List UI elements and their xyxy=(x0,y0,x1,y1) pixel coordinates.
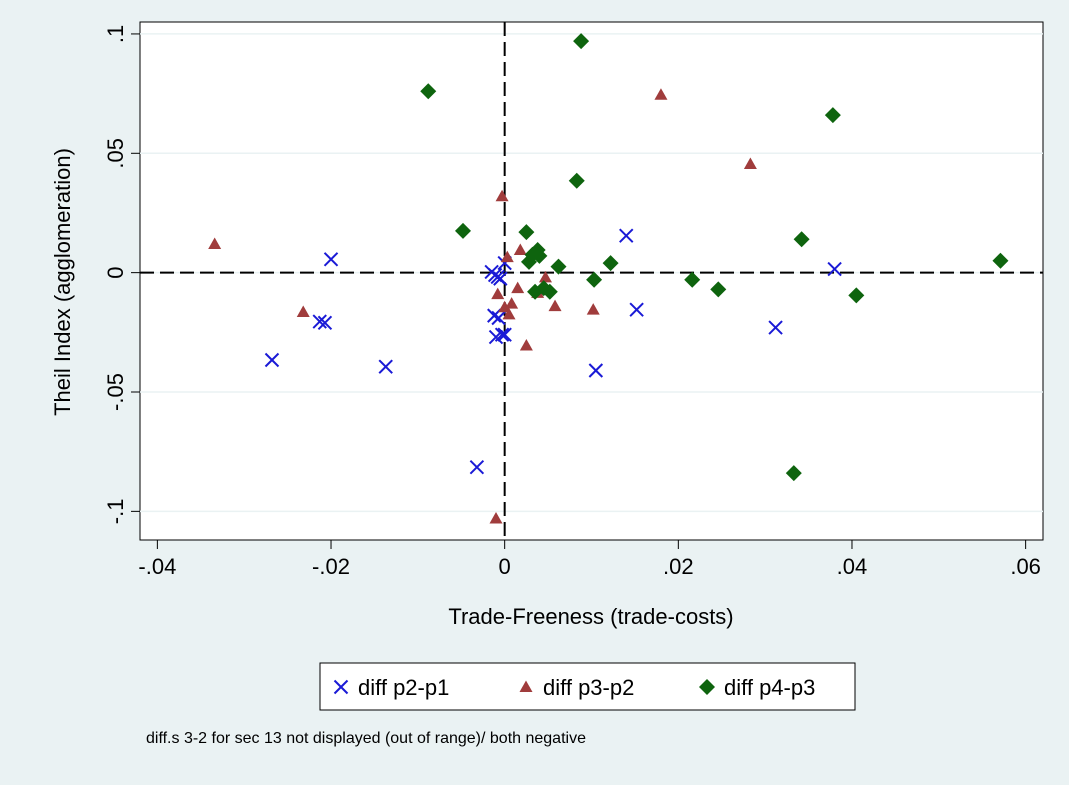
point-diamond xyxy=(454,222,471,239)
point-triangle xyxy=(500,250,514,263)
chart-note: diff.s 3-2 for sec 13 not displayed (out… xyxy=(146,730,586,747)
point-diamond xyxy=(684,271,701,288)
point-diamond xyxy=(793,231,810,248)
marker-stroke xyxy=(493,271,508,286)
marker-stroke xyxy=(497,327,512,342)
point-triangle xyxy=(495,189,509,202)
point-triangle xyxy=(511,281,525,294)
point-triangle xyxy=(489,512,503,524)
point-diamond xyxy=(531,247,548,264)
point-x xyxy=(317,315,333,330)
y-axis-label: Theil Index (agglomeration) xyxy=(50,148,75,416)
marker-stroke xyxy=(768,320,783,335)
legend-label: diff p3-p2 xyxy=(543,675,634,700)
y-tick-label: .1 xyxy=(103,25,128,43)
point-x xyxy=(493,271,508,286)
legend-marker-x xyxy=(333,679,349,695)
point-diamond xyxy=(992,252,1009,269)
x-axis-label: Trade-Freeness (trade-costs) xyxy=(448,604,733,629)
axes: -.1 -.05 0 .05 .1 -.04 -.02 0 .02 .04 .06 xyxy=(103,25,1041,579)
marker-stroke xyxy=(264,352,280,368)
point-triangle xyxy=(296,305,310,318)
reference-lines xyxy=(140,22,1043,540)
x-tick-label: .02 xyxy=(663,554,694,579)
point-x xyxy=(629,302,644,317)
point-diamond xyxy=(602,255,619,272)
point-triangle xyxy=(548,299,562,312)
y-tick-label: -.05 xyxy=(103,373,128,411)
point-triangle xyxy=(505,297,519,309)
point-diamond xyxy=(420,83,437,100)
point-diamond xyxy=(568,172,585,189)
point-x xyxy=(588,363,604,378)
legend-marker-diamond xyxy=(699,679,715,695)
point-triangle xyxy=(586,303,600,315)
point-x xyxy=(469,459,485,475)
marker-stroke xyxy=(491,310,506,326)
marker-stroke xyxy=(629,302,644,317)
point-x xyxy=(312,314,327,329)
marker-stroke xyxy=(469,459,485,475)
point-triangle xyxy=(208,237,222,249)
point-x xyxy=(491,310,506,326)
point-triangle xyxy=(498,300,512,313)
marker-stroke xyxy=(487,308,502,323)
point-diamond xyxy=(518,224,535,241)
marker-stroke xyxy=(333,679,349,695)
point-diamond xyxy=(541,283,558,300)
point-diamond xyxy=(573,33,590,50)
x-tick-label: 0 xyxy=(499,554,511,579)
point-diamond xyxy=(824,107,841,124)
legend-box xyxy=(319,662,856,711)
marker-stroke xyxy=(317,315,333,330)
y-tick-label: .05 xyxy=(103,138,128,169)
point-diamond xyxy=(785,465,802,482)
marker-stroke xyxy=(619,228,634,243)
point-triangle xyxy=(654,88,668,100)
point-x xyxy=(494,327,510,342)
marker-stroke xyxy=(312,314,327,329)
point-x xyxy=(323,252,339,267)
point-diamond xyxy=(550,258,567,275)
point-x xyxy=(827,261,842,277)
y-tick-label: -.1 xyxy=(103,499,128,525)
marker-stroke xyxy=(588,363,604,378)
point-triangle xyxy=(743,157,757,170)
point-x xyxy=(264,352,280,368)
data-points xyxy=(208,33,1009,524)
point-triangle xyxy=(538,270,552,283)
legend-label: diff p4-p3 xyxy=(724,675,815,700)
point-x xyxy=(768,320,783,335)
point-x xyxy=(619,228,634,243)
point-diamond xyxy=(710,281,727,298)
point-x xyxy=(487,308,502,323)
point-x xyxy=(497,327,512,342)
x-tick-label: .04 xyxy=(837,554,868,579)
point-triangle xyxy=(491,287,505,300)
y-tick-label: 0 xyxy=(103,267,128,279)
legend-label: diff p2-p1 xyxy=(358,675,449,700)
point-x xyxy=(378,359,393,374)
legend: diff p2-p1 diff p3-p2 diff p4-p3 xyxy=(333,675,815,700)
marker-stroke xyxy=(378,359,393,374)
x-tick-label: -.02 xyxy=(312,554,350,579)
x-tick-label: .06 xyxy=(1010,554,1041,579)
marker-stroke xyxy=(827,261,842,277)
x-tick-label: -.04 xyxy=(138,554,176,579)
point-triangle xyxy=(502,307,516,320)
point-diamond xyxy=(848,287,865,304)
marker-stroke xyxy=(323,252,339,267)
point-triangle xyxy=(513,243,527,255)
point-diamond xyxy=(586,271,603,288)
legend-marker-triangle xyxy=(519,680,533,692)
marker-stroke xyxy=(494,327,510,342)
point-triangle xyxy=(519,338,533,351)
